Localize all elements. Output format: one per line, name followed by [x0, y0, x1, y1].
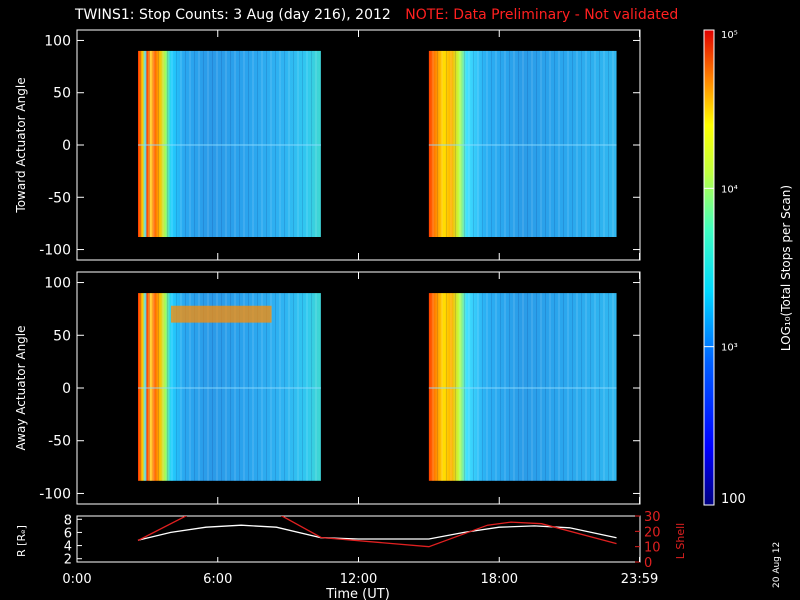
l-shell-tick-label: 10 — [644, 541, 661, 556]
toward-y-tick-label: -100 — [39, 243, 71, 259]
toward-data-texture — [428, 50, 617, 238]
away-y-axis-label: Away Actuator Angle — [14, 325, 28, 450]
toward-y-tick-label: 50 — [53, 86, 71, 102]
away-y-tick-label: 0 — [62, 381, 71, 397]
toward-zero-angle-artifact — [137, 144, 321, 146]
r-curve — [137, 524, 617, 541]
l-shell-axis-label: L Shell — [674, 523, 687, 559]
colorbar-label: LOG₁₀(Total Stops per Scan) — [779, 185, 793, 351]
l-shell-curve — [137, 516, 617, 548]
away-y-tick-label: -50 — [48, 434, 71, 450]
toward-panel: -100 -50 0 50 100 Toward Actuator Angle — [14, 29, 641, 261]
colorbar: 100 10³ 10⁴ 10⁵ LOG₁₀(Total Stops per Scan) — [703, 29, 793, 507]
colorbar-gradient — [704, 30, 714, 505]
away-zero-angle-artifact — [137, 387, 321, 389]
x-axis-label: Time (UT) — [325, 587, 390, 600]
date-stamp: 20 Aug 12 — [772, 541, 782, 588]
l-shell-tick-label: 30 — [644, 510, 661, 525]
away-y-tick-label: 100 — [44, 276, 71, 292]
time-tick-label: 12:00 — [340, 572, 377, 587]
colorbar-tick-label: 10⁴ — [721, 184, 738, 195]
time-tick-label: 23:59 — [621, 572, 658, 587]
away-y-tick-label: -100 — [39, 486, 71, 502]
l-shell-tick-label: 20 — [644, 525, 661, 540]
toward-y-axis-label: Toward Actuator Angle — [14, 77, 28, 213]
r-axis-label: R [Rₑ] — [15, 525, 28, 557]
away-data-texture — [137, 293, 321, 481]
title-text: TWINS1: Stop Counts: 3 Aug (day 216), 20… — [75, 7, 391, 23]
toward-zero-angle-artifact — [428, 144, 617, 146]
preliminary-note: NOTE: Data Preliminary - Not validated — [405, 7, 679, 23]
toward-data-texture — [137, 50, 321, 238]
colorbar-tick-label: 10⁵ — [721, 30, 738, 41]
time-tick-label: 0:00 — [62, 572, 91, 587]
away-warm-band — [170, 305, 272, 323]
l-shell-tick-label: 0 — [644, 556, 652, 571]
r-tick-label: 6 — [64, 526, 72, 541]
away-data-texture — [428, 293, 617, 481]
time-tick-label: 18:00 — [481, 572, 518, 587]
plot-title: TWINS1: Stop Counts: 3 Aug (day 216), 20… — [75, 7, 678, 23]
colorbar-tick-label: 10³ — [721, 343, 738, 354]
away-y-tick-label: 50 — [53, 328, 71, 344]
r-tick-label: 4 — [64, 540, 72, 555]
time-tick-label: 6:00 — [203, 572, 232, 587]
r-tick-label: 2 — [64, 553, 72, 568]
colorbar-tick-label: 100 — [721, 492, 746, 507]
away-zero-angle-artifact — [428, 387, 617, 389]
toward-y-tick-label: 0 — [62, 138, 71, 154]
toward-y-tick-label: 100 — [44, 33, 71, 49]
toward-y-tick-label: -50 — [48, 190, 71, 206]
away-panel: -100 -50 0 50 100 Away Actuator Angle — [14, 271, 641, 505]
r-tick-label: 8 — [64, 513, 72, 528]
